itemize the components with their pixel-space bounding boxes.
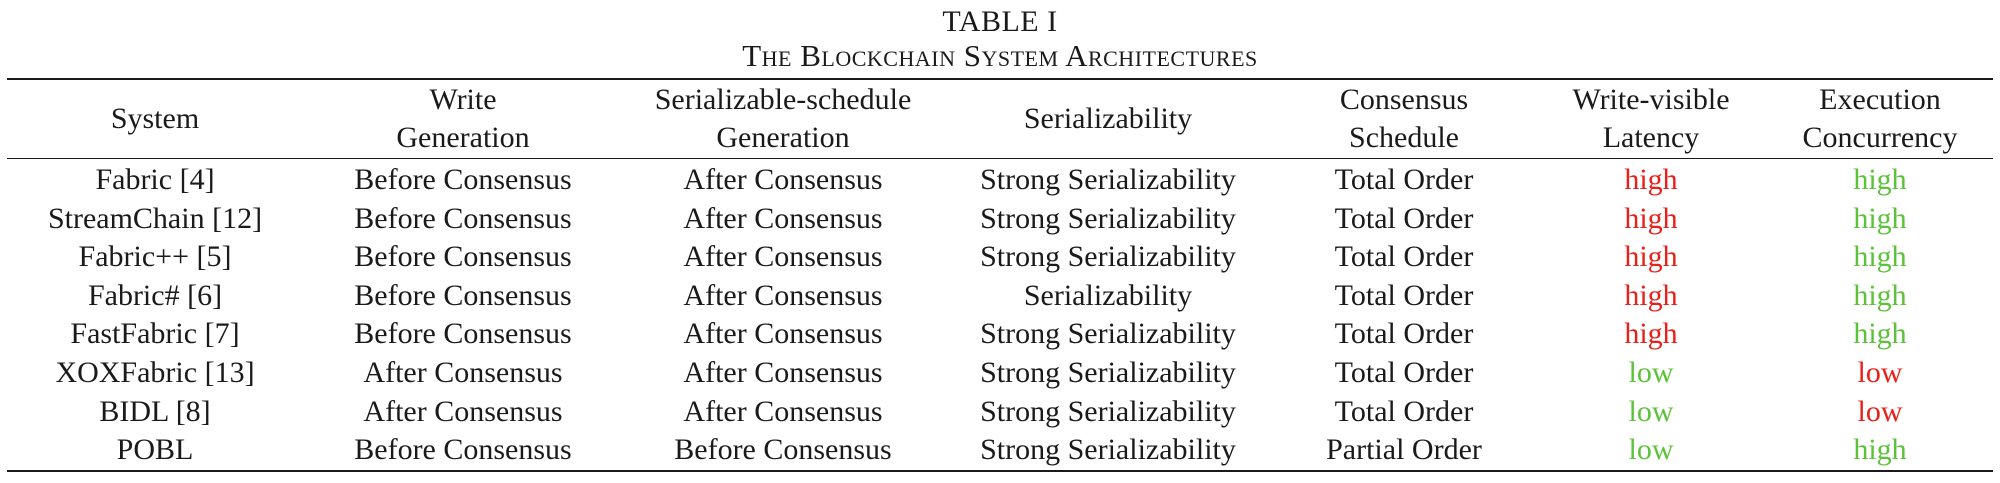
- header-line: Serializable-schedule: [654, 83, 912, 116]
- cell-consensus-schedule: Partial Order: [1326, 433, 1482, 467]
- cell-schedule-generation: Before Consensus: [674, 433, 892, 467]
- header-line: Concurrency: [1802, 121, 1958, 154]
- header-line: Serializability: [1023, 102, 1193, 135]
- cell-write-visible-latency: high: [1624, 163, 1678, 196]
- header-row: System Write Generation Serializable-schedu…: [7, 79, 1993, 159]
- cell-system: FastFabric [7]: [70, 317, 240, 351]
- cell-serializability: Strong Serializability: [980, 163, 1236, 196]
- cell-system: StreamChain [12]: [47, 201, 263, 235]
- cell-serializability: Strong Serializability: [980, 394, 1236, 428]
- cell-consensus-schedule: Total Order: [1334, 394, 1474, 428]
- header-line: Write-visible: [1572, 83, 1730, 116]
- cell-system: XOXFabric [13]: [55, 355, 255, 389]
- table-label: TABLE I: [942, 5, 1058, 38]
- cell-consensus-schedule: Total Order: [1334, 317, 1474, 351]
- cell-execution-concurrency: high: [1853, 201, 1907, 235]
- cell-system: POBL: [116, 433, 194, 467]
- header-line: Schedule: [1349, 121, 1459, 154]
- cell-write-generation: Before Consensus: [354, 317, 572, 351]
- header-schedule-generation: Serializable-schedule Generation: [623, 79, 943, 159]
- cell-schedule-generation: After Consensus: [683, 240, 883, 274]
- cell-write-visible-latency: low: [1628, 355, 1674, 389]
- cell-serializability: Strong Serializability: [980, 433, 1236, 467]
- table-row: Fabric# [6] Before Consensus After Consens…: [7, 277, 1993, 316]
- cell-execution-concurrency: low: [1857, 355, 1903, 389]
- cell-write-generation: Before Consensus: [354, 278, 572, 312]
- table-row: XOXFabric [13] After Consensus After Conse…: [7, 354, 1993, 393]
- table-row: POBL Before Consensus Before Consensus Stro…: [7, 431, 1993, 471]
- table-row: Fabric++ [5] Before Consensus After Consen…: [7, 238, 1993, 277]
- cell-system: Fabric# [6]: [87, 278, 223, 312]
- cell-consensus-schedule: Total Order: [1334, 201, 1474, 235]
- cell-execution-concurrency: low: [1857, 394, 1903, 428]
- header-line: Execution: [1819, 83, 1941, 116]
- cell-write-visible-latency: high: [1624, 240, 1678, 274]
- cell-consensus-schedule: Total Order: [1334, 278, 1474, 312]
- cell-write-visible-latency: high: [1624, 278, 1678, 312]
- header-execution-concurrency: Execution Concurrency: [1767, 79, 1993, 159]
- cell-schedule-generation: After Consensus: [683, 278, 883, 312]
- header-line: System: [110, 102, 200, 135]
- cell-execution-concurrency: high: [1853, 163, 1907, 196]
- cell-schedule-generation: After Consensus: [683, 394, 883, 428]
- header-consensus-schedule: Consensus Schedule: [1273, 79, 1535, 159]
- header-line: Consensus: [1339, 83, 1469, 116]
- table-header: System Write Generation Serializable-schedu…: [7, 79, 1993, 159]
- cell-system: Fabric++ [5]: [78, 240, 232, 274]
- header-line: Generation: [396, 121, 530, 154]
- table-body: Fabric [4] Before Consensus After Consensu…: [7, 159, 1993, 471]
- table-row: FastFabric [7] Before Consensus After Cons…: [7, 315, 1993, 354]
- cell-write-generation: After Consensus: [363, 394, 563, 428]
- cell-schedule-generation: After Consensus: [683, 355, 883, 389]
- cell-system: BIDL [8]: [99, 394, 211, 428]
- cell-write-generation: Before Consensus: [354, 201, 572, 235]
- table-row: BIDL [8] After Consensus After Consensus St…: [7, 393, 1993, 432]
- cell-write-visible-latency: low: [1628, 394, 1674, 428]
- cell-write-generation: After Consensus: [363, 355, 563, 389]
- cell-write-generation: Before Consensus: [354, 433, 572, 467]
- cell-execution-concurrency: high: [1853, 317, 1907, 351]
- architecture-table: System Write Generation Serializable-schedu…: [7, 78, 1993, 472]
- cell-serializability: Serializability: [1023, 278, 1193, 312]
- cell-serializability: Strong Serializability: [980, 240, 1236, 274]
- header-write-visible-latency: Write-visible Latency: [1535, 79, 1767, 159]
- header-line: Latency: [1602, 121, 1700, 154]
- cell-execution-concurrency: high: [1853, 278, 1907, 312]
- cell-execution-concurrency: high: [1853, 433, 1907, 467]
- header-serializability: Serializability: [943, 79, 1273, 159]
- table-caption: TABLE I The Blockchain System Architectu…: [0, 0, 2000, 74]
- cell-schedule-generation: After Consensus: [683, 317, 883, 351]
- cell-schedule-generation: After Consensus: [683, 163, 883, 196]
- cell-write-visible-latency: low: [1628, 433, 1674, 467]
- cell-serializability: Strong Serializability: [980, 317, 1236, 351]
- cell-serializability: Strong Serializability: [980, 355, 1236, 389]
- cell-write-visible-latency: high: [1624, 201, 1678, 235]
- cell-consensus-schedule: Total Order: [1334, 163, 1474, 196]
- table-row: StreamChain [12] Before Consensus After Co…: [7, 200, 1993, 239]
- cell-serializability: Strong Serializability: [980, 201, 1236, 235]
- cell-execution-concurrency: high: [1853, 240, 1907, 274]
- cell-consensus-schedule: Total Order: [1334, 355, 1474, 389]
- cell-write-generation: Before Consensus: [354, 163, 572, 196]
- header-write-generation: Write Generation: [303, 79, 623, 159]
- cell-consensus-schedule: Total Order: [1334, 240, 1474, 274]
- cell-system: Fabric [4]: [95, 163, 215, 196]
- table-title: The Blockchain System Architectures: [742, 38, 1258, 73]
- header-line: Write: [429, 83, 497, 116]
- table-row: Fabric [4] Before Consensus After Consensu…: [7, 159, 1993, 200]
- header-system: System: [7, 79, 303, 159]
- cell-write-generation: Before Consensus: [354, 240, 572, 274]
- header-line: Generation: [716, 121, 850, 154]
- cell-schedule-generation: After Consensus: [683, 201, 883, 235]
- cell-write-visible-latency: high: [1624, 317, 1678, 351]
